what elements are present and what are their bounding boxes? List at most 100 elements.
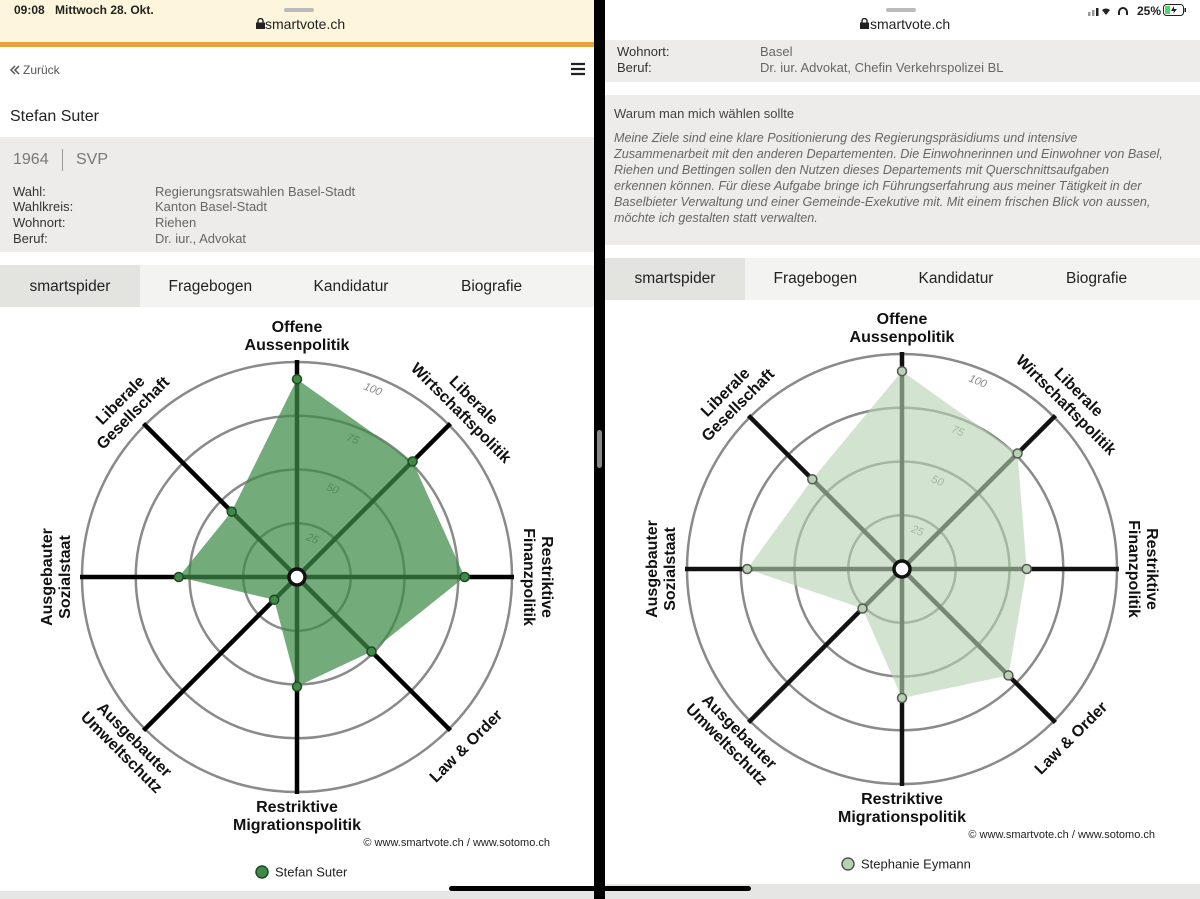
tab[interactable]: Kandidatur [313, 278, 389, 295]
data-point [291, 681, 303, 692]
center-hub [287, 567, 307, 587]
copyright: © www.smartvote.ch / www.sotomo.ch [363, 837, 550, 849]
detail-label: Wohnort: [13, 214, 66, 230]
axis-label-line: Migrationspolitik [838, 809, 966, 826]
copyright: © www.smartvote.ch / www.sotomo.ch [968, 829, 1155, 841]
lock-icon [860, 18, 869, 29]
axis-label-line: Sozialstaat [662, 527, 679, 611]
data-point [857, 603, 868, 614]
info-box [0, 137, 594, 252]
tab[interactable]: Biografie [1066, 270, 1128, 287]
home-indicator [449, 886, 751, 891]
status-icons [1088, 7, 1128, 16]
divider-handle[interactable] [597, 430, 602, 468]
data-point [1012, 448, 1023, 459]
footer-band [605, 884, 1200, 899]
detail-label: Beruf: [617, 59, 652, 75]
axis-label: Ausgebauter Sozialstaat [644, 520, 679, 618]
tab[interactable]: Biografie [461, 278, 523, 295]
detail-value: Dr. iur., Advokat [155, 230, 247, 246]
birth-year: 1964 [13, 151, 49, 168]
axis-label-line: Finanzpolitik [1125, 520, 1142, 618]
time: 09:08 [14, 3, 45, 17]
data-point [896, 365, 908, 377]
data-point [896, 692, 908, 704]
axis-label: Ausgebauter Sozialstaat [39, 528, 74, 626]
statement-line: Riehen und Bettingen sollen den Nutzen d… [614, 162, 1109, 177]
back-link[interactable]: Zurück [23, 63, 60, 77]
lock-icon [256, 18, 265, 29]
smartspider-chart: 255075100Stefan SuterOffeneAussenpolitik… [39, 319, 555, 879]
url[interactable]: smartvote.ch [265, 16, 346, 32]
axis-label-line: Restriktive [538, 536, 555, 618]
axis-label-line: Finanzpolitik [520, 528, 537, 626]
tab[interactable]: Fragebogen [168, 278, 253, 295]
axis-label-line: Sozialstaat [57, 535, 74, 619]
axis-label-line: Offene [877, 311, 928, 328]
info-box [605, 40, 1200, 82]
data-point [1003, 670, 1014, 681]
battery-icon [1163, 4, 1186, 16]
statement-line: Meine Ziele sind eine klare Positionieru… [614, 130, 1078, 145]
statement-line: erkennen können. Für diese Aufgabe bring… [614, 178, 1142, 193]
status-bar [0, 0, 594, 42]
accent-line [0, 42, 594, 47]
detail-label: Wahl: [13, 183, 46, 199]
data-point [366, 646, 377, 657]
statement-box [605, 95, 1200, 245]
detail-value: Regierungsratswahlen Basel-Stadt [155, 183, 356, 199]
axis-label-line: Restriktive [1143, 528, 1160, 610]
r-tick-label: 100 [967, 373, 989, 391]
legend-marker [255, 865, 269, 879]
tab[interactable]: Fragebogen [773, 270, 858, 287]
smartspider-chart: 255075100Stephanie EymannOffeneAussenpol… [644, 311, 1160, 871]
data-point [291, 373, 303, 385]
tab[interactable]: Kandidatur [918, 270, 994, 287]
legend-label: Stefan Suter [275, 864, 348, 879]
active-tab [0, 265, 140, 307]
tab[interactable]: smartspider [29, 278, 111, 295]
series-area [178, 379, 465, 687]
axis-label-line: Restriktive [256, 799, 338, 816]
series-area [747, 371, 1027, 698]
detail-label: Wahlkreis: [13, 199, 74, 215]
party: SVP [76, 151, 109, 168]
data-point [459, 571, 470, 583]
detail-value: Basel [760, 43, 793, 59]
url[interactable]: smartvote.ch [870, 16, 951, 32]
data-point [173, 571, 184, 583]
data-point [807, 474, 818, 485]
data-point [1021, 563, 1032, 575]
grab-handle [284, 8, 314, 12]
menu-icon[interactable] [571, 62, 585, 76]
battery-level: 25% [1137, 4, 1162, 18]
axis-label-line: Ausgebauter [644, 520, 661, 618]
r-tick-label: 100 [362, 381, 384, 399]
separator [62, 149, 63, 171]
statement-line: Baselbieter Verwaltung und einer Gemeind… [614, 194, 1151, 209]
active-tab [605, 258, 745, 300]
axis-label-line: Restriktive [861, 791, 943, 808]
data-point [268, 594, 280, 606]
detail-value: Riehen [155, 214, 197, 230]
detail-label: Beruf: [13, 230, 48, 246]
center-hub [892, 559, 912, 579]
axis-label-line: Offene [272, 319, 323, 336]
detail-label: Wohnort: [617, 43, 670, 59]
footer-band [0, 891, 594, 899]
data-point [741, 563, 753, 575]
detail-value: Kanton Basel-Stadt [155, 199, 268, 215]
detail-value: Dr. iur. Advokat, Chefin Verkehrspolizei… [760, 59, 1004, 75]
data-point [407, 456, 418, 467]
tab[interactable]: smartspider [634, 270, 716, 287]
legend-marker [841, 857, 855, 871]
axis-label-line: Migrationspolitik [233, 817, 361, 834]
axis-label-line: Aussenpolitik [245, 337, 350, 354]
